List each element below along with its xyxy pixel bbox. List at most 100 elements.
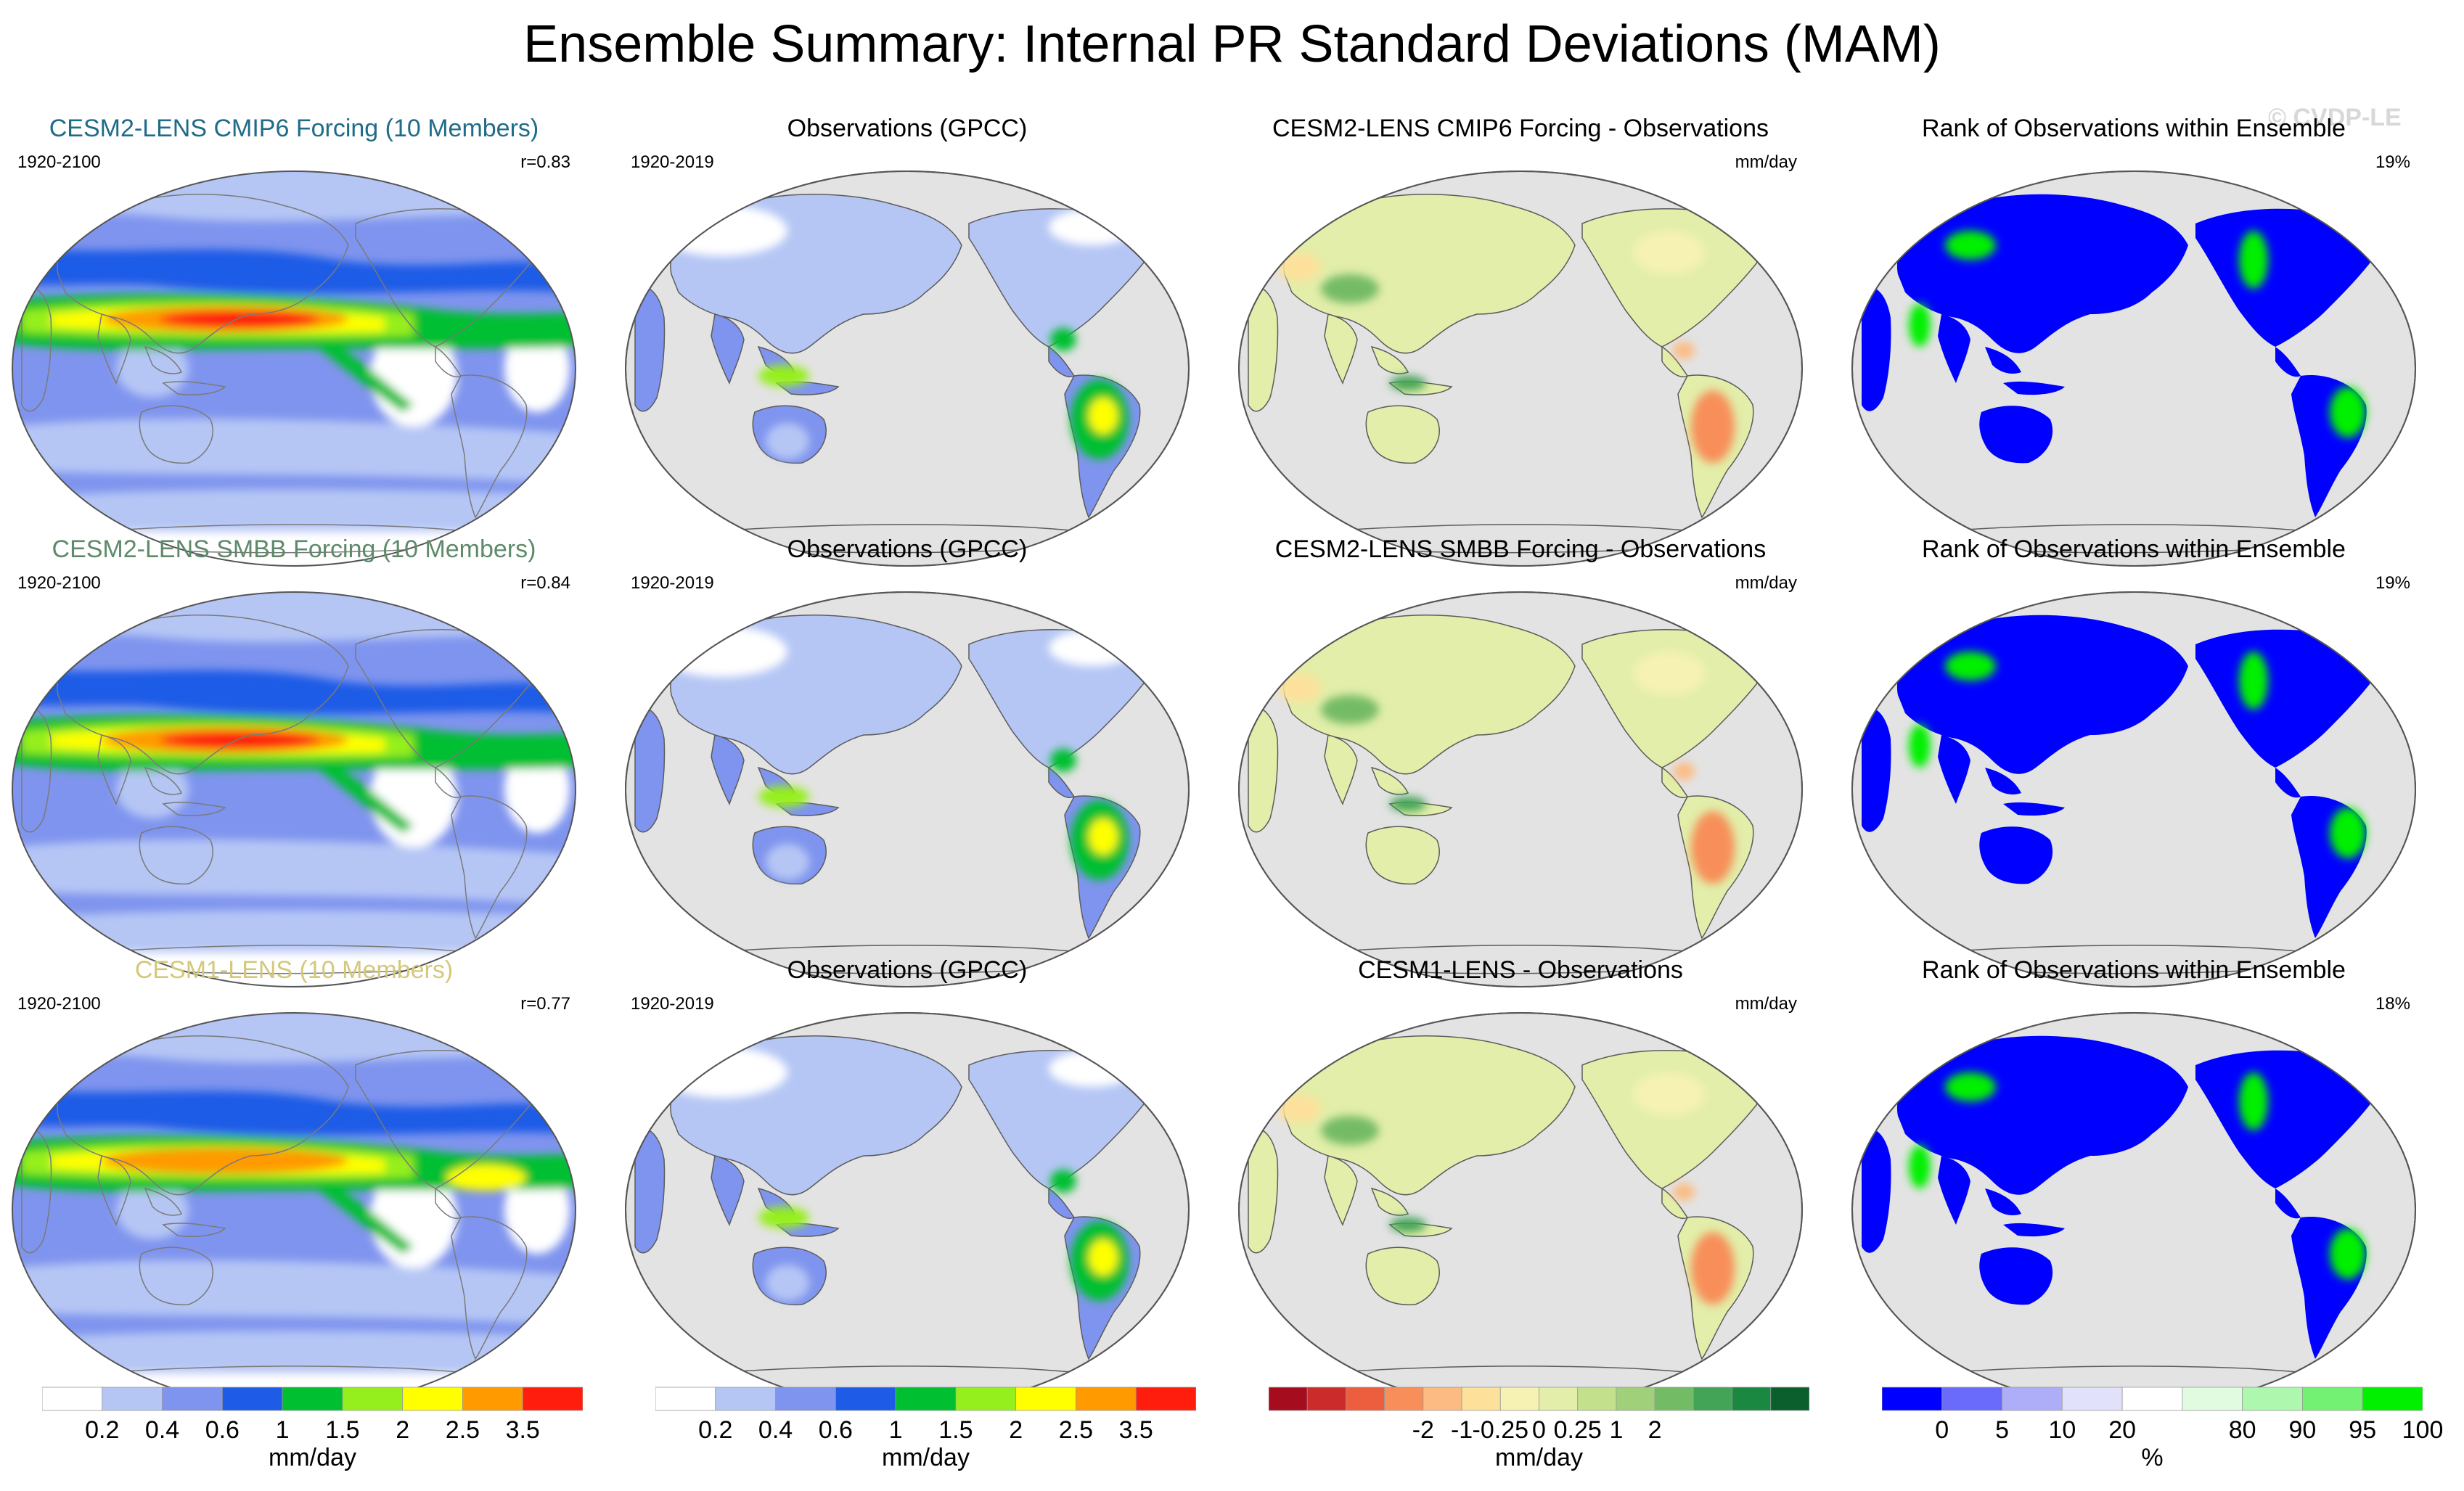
map-model xyxy=(12,591,576,987)
colorbar-swatch xyxy=(1539,1387,1579,1411)
colorbar-tick-label: 2 xyxy=(396,1416,410,1444)
model-field xyxy=(12,1013,576,1408)
colorbar-tick-label: 0.2 xyxy=(698,1416,733,1444)
colorbar-swatch xyxy=(2182,1387,2243,1411)
colorbar-swatches xyxy=(1269,1387,1809,1411)
map-panel-rank: Rank of Observations within Ensemble 18% xyxy=(1847,956,2420,1421)
colorbar-tick-label: 1 xyxy=(1609,1416,1624,1444)
colorbar-tick-label: 0.2 xyxy=(85,1416,120,1444)
map-rank xyxy=(1851,171,2416,567)
colorbar-swatch xyxy=(715,1387,776,1411)
colorbar-swatch xyxy=(1346,1387,1386,1411)
panel-period: 1920-2100 xyxy=(17,152,101,172)
panel-title: Rank of Observations within Ensemble xyxy=(1922,115,2346,142)
colorbar-swatch xyxy=(522,1387,583,1411)
map-panel-model: CESM2-LENS SMBB Forcing (10 Members) 1920… xyxy=(7,535,581,1000)
map-panel-rank: Rank of Observations within Ensemble 19% xyxy=(1847,115,2420,579)
panel-title: CESM1-LENS (10 Members) xyxy=(134,956,454,984)
colorbar-swatch xyxy=(1616,1387,1655,1411)
colorbar-swatch xyxy=(2121,1387,2183,1411)
colorbar-swatch xyxy=(2242,1387,2303,1411)
colorbar-swatch xyxy=(2002,1387,2063,1411)
colorbar-tick-label: 0.25 xyxy=(1553,1416,1602,1444)
colorbar-tick-label: 1.5 xyxy=(938,1416,973,1444)
model-field xyxy=(12,171,576,566)
colorbar-swatch xyxy=(1577,1387,1617,1411)
colorbar-tick-label: 20 xyxy=(2108,1416,2137,1444)
colorbar-swatch xyxy=(775,1387,836,1411)
map-border xyxy=(1238,171,1803,567)
map-panel-rank: Rank of Observations within Ensemble 19% xyxy=(1847,535,2420,1000)
map-border xyxy=(625,171,1190,567)
colorbar-swatch xyxy=(1423,1387,1462,1411)
colorbar-swatch xyxy=(1693,1387,1732,1411)
pattern-correlation: r=0.84 xyxy=(520,573,570,593)
map-border xyxy=(12,171,576,567)
panel-title: Observations (GPCC) xyxy=(787,956,1028,984)
colorbar-tick-label: 3.5 xyxy=(505,1416,540,1444)
colorbar-swatch xyxy=(1499,1387,1539,1411)
model-field xyxy=(12,592,576,987)
colorbar: 0.2 0.4 0.6 1 1.5 2 2.5 3.5 mm/day xyxy=(655,1386,1196,1480)
colorbar-unit: mm/day xyxy=(882,1444,970,1471)
rank-summary: 19% xyxy=(2375,152,2410,172)
map-obs xyxy=(625,591,1190,987)
colorbar-swatch xyxy=(162,1387,223,1411)
colorbar-tick-label: 0 xyxy=(1935,1416,1949,1444)
map-panel-diff: CESM2-LENS SMBB Forcing - Observations mm… xyxy=(1234,535,1807,1000)
panel-title: CESM1-LENS - Observations xyxy=(1358,956,1683,984)
colorbar-tick-label: -1 xyxy=(1450,1416,1473,1444)
colorbar-swatch xyxy=(1306,1387,1346,1411)
colorbar-swatch xyxy=(2302,1387,2363,1411)
colorbar-tick-label: 0.6 xyxy=(818,1416,853,1444)
panel-title: Rank of Observations within Ensemble xyxy=(1922,956,2346,984)
panel-period: 1920-2019 xyxy=(631,152,714,172)
colorbar-swatch xyxy=(342,1387,404,1411)
colorbar-tick-label: 0 xyxy=(1532,1416,1546,1444)
rank-summary: 19% xyxy=(2375,573,2410,593)
colorbar-tick-label: 3.5 xyxy=(1118,1416,1153,1444)
colorbar-swatch xyxy=(221,1387,283,1411)
panel-title: CESM2-LENS CMIP6 Forcing - Observations xyxy=(1272,115,1769,142)
pattern-correlation: r=0.77 xyxy=(520,994,570,1014)
colorbar-unit: mm/day xyxy=(1495,1444,1583,1471)
colorbar-tick-label: 2.5 xyxy=(1058,1416,1094,1444)
map-panel-obs: Observations (GPCC) 1920-2019 xyxy=(621,535,1194,1000)
colorbar-swatch xyxy=(282,1387,343,1411)
map-panel-model: CESM1-LENS (10 Members) 1920-2100 r=0.77 xyxy=(7,956,581,1421)
colorbar-swatches xyxy=(655,1387,1196,1411)
colorbar-unit: % xyxy=(2141,1444,2164,1471)
colorbar-tick-label: 0.6 xyxy=(205,1416,240,1444)
colorbar-tick-label: 2.5 xyxy=(445,1416,480,1444)
map-rank xyxy=(1851,591,2416,987)
colorbar-tick-label: 1.5 xyxy=(325,1416,360,1444)
colorbar-swatch xyxy=(402,1387,463,1411)
panel-unit: mm/day xyxy=(1735,994,1797,1014)
colorbar-swatch xyxy=(1941,1387,2002,1411)
colorbar-swatch xyxy=(655,1387,716,1411)
map-panel-model: CESM2-LENS CMIP6 Forcing (10 Members) 192… xyxy=(7,115,581,579)
colorbar-tick-label: 90 xyxy=(2288,1416,2317,1444)
figure-title: Ensemble Summary: Internal PR Standard D… xyxy=(523,15,1941,73)
colorbar: 0 5 10 20 80 90 95 100% xyxy=(1882,1386,2443,1480)
colorbar-swatch xyxy=(102,1387,163,1411)
colorbar-swatch xyxy=(1076,1387,1137,1411)
colorbar-tick-label: 0.4 xyxy=(758,1416,793,1444)
colorbar-swatch xyxy=(1384,1387,1424,1411)
panel-period: 1920-2019 xyxy=(631,573,714,593)
panel-title: CESM2-LENS SMBB Forcing - Observations xyxy=(1274,535,1767,563)
colorbar: 0.2 0.4 0.6 1 1.5 2 2.5 3.5 mm/day xyxy=(42,1386,583,1480)
colorbar: -2 -1 -0.25 0 0.25 1 2 mm/day xyxy=(1269,1386,1809,1480)
colorbar-tick-label: 10 xyxy=(2048,1416,2076,1444)
colorbar-swatches xyxy=(1882,1387,2423,1411)
colorbar-swatch xyxy=(2362,1387,2423,1411)
colorbar-tick-label: -0.25 xyxy=(1472,1416,1529,1444)
map-obs xyxy=(625,1012,1190,1408)
map-diff xyxy=(1238,171,1803,567)
colorbar-swatch xyxy=(1269,1387,1308,1411)
colorbar-swatch xyxy=(2061,1387,2123,1411)
map-border xyxy=(1851,171,2416,567)
map-panel-diff: CESM1-LENS - Observations mm/day xyxy=(1234,956,1807,1421)
colorbar-unit: mm/day xyxy=(269,1444,356,1471)
map-model xyxy=(12,1012,576,1408)
